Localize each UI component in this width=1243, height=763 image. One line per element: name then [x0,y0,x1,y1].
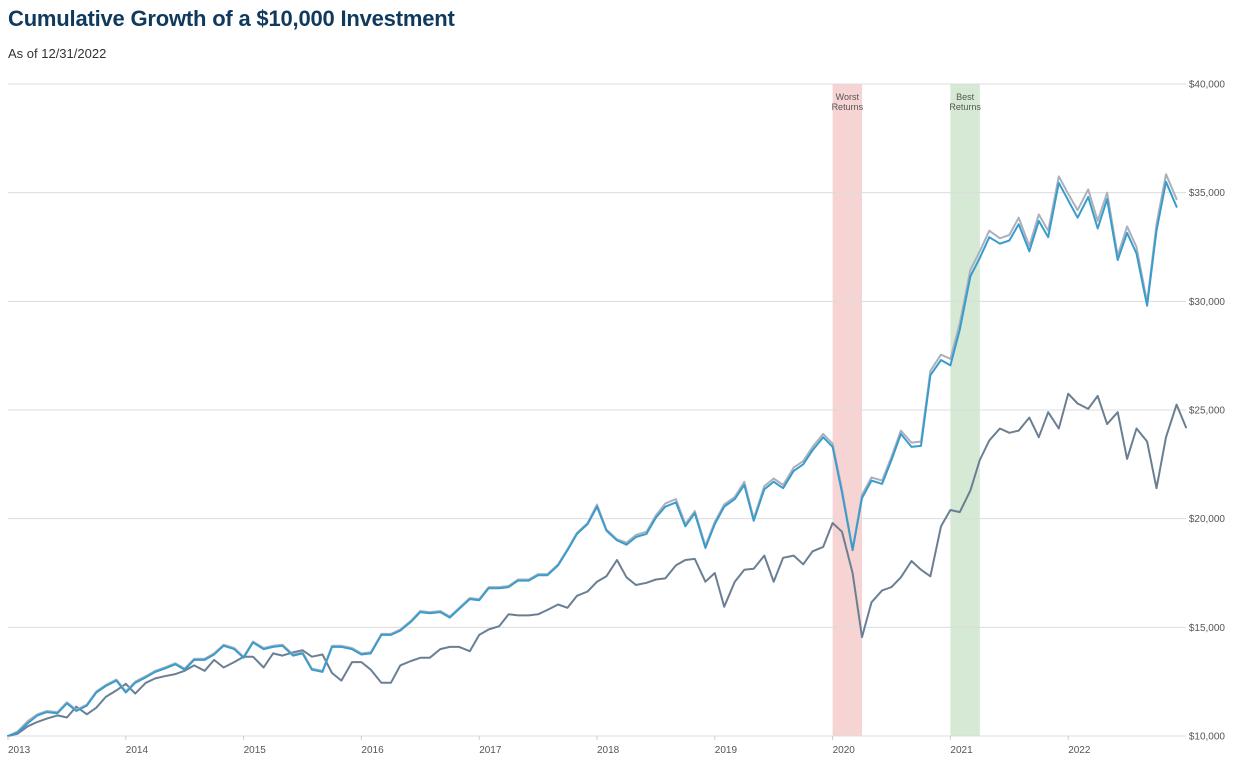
chart-title: Cumulative Growth of a $10,000 Investmen… [8,6,455,31]
series-lines [7,173,1187,737]
y-tick-label: $35,000 [1189,188,1226,199]
series-line-1 [7,392,1187,737]
gridlines [8,83,1186,737]
series-line-3 [7,180,1178,737]
band-label-line: Worst [836,92,860,102]
x-axis-tick-labels: 2013 2014 2015 2016 2017 2018 2019 2020 2021 2022 [7,736,1091,756]
x-tick-label: 2016 [361,745,384,756]
y-axis-tick-labels: $10,000 $15,000 $20,000 $25,000 $30,000 $35,0… [1189,80,1226,743]
band-label-line: Best [956,92,975,102]
y-tick-label: $40,000 [1189,80,1226,91]
band-label-line: Returns [832,102,864,112]
band-label: Best Returns [949,92,981,112]
y-tick-label: $25,000 [1189,406,1226,417]
band-label: Worst Returns [832,92,864,112]
x-tick-label: 2022 [1068,745,1091,756]
y-tick-label: $20,000 [1189,514,1226,525]
series-line-2 [7,173,1178,737]
x-tick-label: 2020 [833,745,856,756]
x-tick-label: 2019 [715,745,738,756]
y-tick-label: $15,000 [1189,623,1226,634]
x-tick-label: 2013 [8,745,31,756]
x-tick-label: 2015 [244,745,267,756]
band-label-line: Returns [949,102,981,112]
chart-subtitle: As of 12/31/2022 [8,46,107,61]
x-tick-label: 2014 [126,745,149,756]
x-tick-label: 2018 [597,745,620,756]
x-tick-label: 2017 [479,745,502,756]
x-tick-label: 2021 [950,745,973,756]
y-tick-label: $30,000 [1189,297,1226,308]
y-tick-label: $10,000 [1189,732,1226,743]
